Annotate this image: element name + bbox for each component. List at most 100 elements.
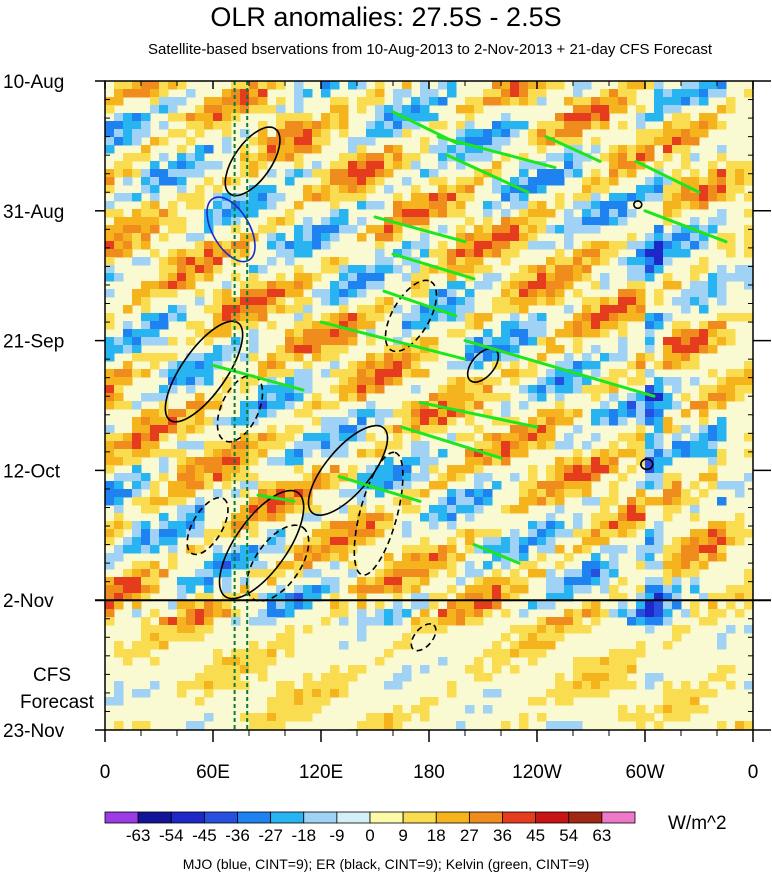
field-cell — [609, 321, 619, 330]
field-cell — [447, 89, 457, 98]
field-cell — [276, 129, 286, 138]
field-cell — [105, 145, 115, 154]
field-cell — [537, 297, 547, 306]
field-cell — [564, 145, 574, 154]
field-cell — [438, 185, 448, 194]
field-cell — [258, 185, 268, 194]
field-cell — [591, 241, 601, 250]
field-cell — [105, 521, 115, 530]
field-cell — [564, 377, 574, 386]
field-cell — [150, 105, 160, 114]
field-cell — [627, 145, 637, 154]
field-cell — [411, 505, 421, 514]
field-cell — [393, 409, 403, 418]
field-cell — [258, 561, 268, 570]
field-cell — [159, 353, 169, 362]
field-cell — [510, 233, 520, 242]
field-cell — [366, 513, 376, 522]
field-cell — [402, 665, 412, 674]
field-cell — [735, 377, 745, 386]
field-cell — [636, 289, 646, 298]
field-cell — [483, 137, 493, 146]
field-cell — [357, 185, 367, 194]
field-cell — [294, 465, 304, 474]
field-cell — [735, 369, 745, 378]
field-cell — [258, 81, 268, 90]
field-cell — [330, 161, 340, 170]
field-cell — [339, 265, 349, 274]
field-cell — [591, 577, 601, 586]
field-cell — [726, 241, 736, 250]
field-cell — [573, 345, 583, 354]
field-cell — [429, 481, 439, 490]
field-cell — [717, 481, 727, 490]
field-cell — [357, 161, 367, 170]
field-cell — [555, 617, 565, 626]
field-cell — [375, 249, 385, 258]
field-cell — [672, 209, 682, 218]
field-cell — [204, 625, 214, 634]
field-cell — [429, 569, 439, 578]
field-cell — [330, 577, 340, 586]
field-cell — [177, 505, 187, 514]
field-cell — [636, 649, 646, 658]
field-cell — [546, 81, 556, 90]
field-cell — [330, 281, 340, 290]
field-cell — [618, 657, 628, 666]
field-cell — [501, 137, 511, 146]
field-cell — [663, 473, 673, 482]
field-cell — [681, 177, 691, 186]
field-cell — [303, 433, 313, 442]
field-cell — [402, 473, 412, 482]
field-cell — [555, 681, 565, 690]
field-cell — [285, 681, 295, 690]
field-cell — [222, 473, 232, 482]
field-cell — [267, 361, 277, 370]
field-cell — [492, 665, 502, 674]
field-cell — [204, 97, 214, 106]
field-cell — [384, 121, 394, 130]
field-cell — [447, 417, 457, 426]
field-cell — [564, 169, 574, 178]
field-cell — [699, 89, 709, 98]
field-cell — [528, 489, 538, 498]
field-cell — [366, 521, 376, 530]
field-cell — [519, 161, 529, 170]
field-cell — [438, 81, 448, 90]
field-cell — [312, 585, 322, 594]
field-cell — [546, 529, 556, 538]
field-cell — [411, 161, 421, 170]
field-cell — [726, 97, 736, 106]
field-cell — [717, 633, 727, 642]
field-cell — [123, 233, 133, 242]
field-cell — [474, 249, 484, 258]
field-cell — [564, 97, 574, 106]
field-cell — [465, 297, 475, 306]
field-cell — [456, 553, 466, 562]
field-cell — [654, 89, 664, 98]
field-cell — [645, 401, 655, 410]
field-cell — [663, 457, 673, 466]
field-cell — [429, 561, 439, 570]
field-cell — [393, 369, 403, 378]
field-cell — [654, 537, 664, 546]
field-cell — [366, 153, 376, 162]
field-cell — [645, 193, 655, 202]
field-cell — [699, 593, 709, 602]
field-cell — [546, 625, 556, 634]
field-cell — [645, 345, 655, 354]
field-cell — [114, 697, 124, 706]
field-cell — [393, 593, 403, 602]
field-cell — [204, 673, 214, 682]
field-cell — [267, 321, 277, 330]
field-cell — [492, 393, 502, 402]
field-cell — [150, 545, 160, 554]
field-cell — [303, 473, 313, 482]
field-cell — [240, 417, 250, 426]
field-cell — [474, 281, 484, 290]
colorbar-label: 54 — [559, 826, 578, 845]
field-cell — [474, 657, 484, 666]
field-cell — [600, 121, 610, 130]
field-cell — [492, 537, 502, 546]
field-cell — [375, 233, 385, 242]
